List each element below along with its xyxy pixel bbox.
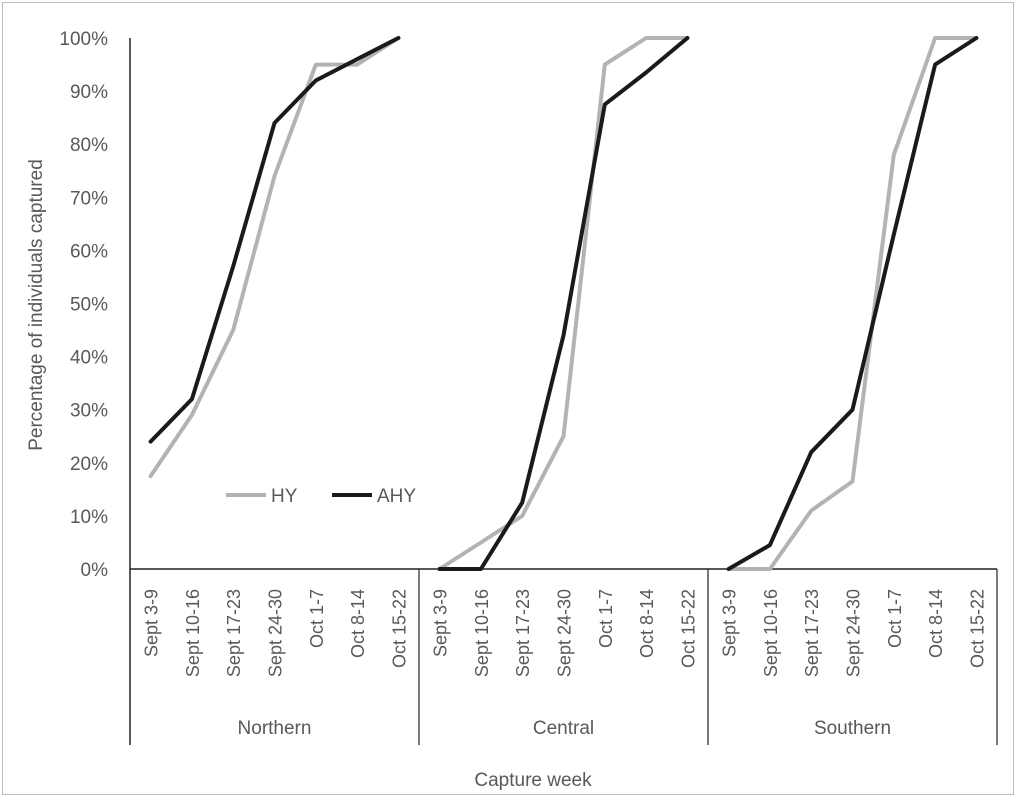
x-tick-label: Oct 1-7 xyxy=(596,589,616,648)
x-tick-label: Oct 1-7 xyxy=(307,589,327,648)
group-label: Central xyxy=(533,718,594,739)
y-tick-label: 30% xyxy=(70,401,108,422)
y-tick-label: 70% xyxy=(70,188,108,209)
x-tick-label: Sept 10-16 xyxy=(761,589,781,677)
y-tick-label: 40% xyxy=(70,348,108,369)
x-tick-label: Sept 17-23 xyxy=(224,589,244,677)
legend-label: HY xyxy=(271,486,298,507)
y-tick-label: 60% xyxy=(70,241,108,262)
x-tick-label: Sept 17-23 xyxy=(513,589,533,677)
x-tick-label: Oct 15-22 xyxy=(967,589,987,668)
x-tick-label: Oct 8-14 xyxy=(926,589,946,658)
series-layer xyxy=(148,36,979,571)
y-tick-label: 90% xyxy=(70,82,108,103)
x-tick-label: Sept 24-30 xyxy=(266,589,286,677)
x-tick-label: Oct 15-22 xyxy=(389,589,409,668)
series-line-ahy xyxy=(148,36,401,444)
y-tick-label: 80% xyxy=(70,135,108,156)
group-label: Northern xyxy=(238,718,312,739)
axes-layer xyxy=(129,38,998,745)
series-line-hy xyxy=(437,36,690,571)
x-tick-label: Oct 1-7 xyxy=(885,589,905,648)
x-tick-label: Sept 3-9 xyxy=(720,589,740,657)
x-tick-label: Sept 10-16 xyxy=(183,589,203,677)
x-tick-label: Oct 8-14 xyxy=(637,589,657,658)
legend-label: AHY xyxy=(377,486,416,507)
x-tick-label: Sept 10-16 xyxy=(472,589,492,677)
x-tick-label: Sept 17-23 xyxy=(802,589,822,677)
y-tick-label: 100% xyxy=(59,29,108,50)
x-tick-label: Sept 3-9 xyxy=(142,589,162,657)
x-axis-title: Capture week xyxy=(474,770,592,791)
x-tick-label: Oct 15-22 xyxy=(678,589,698,668)
legend: HY AHY xyxy=(226,486,416,507)
labels-layer: 0% 10% 20% 30% 40% 50% 60% 70% 80% 90% 100% Sept 3-… xyxy=(59,29,987,739)
y-tick-label: 20% xyxy=(70,454,108,475)
series-line-hy xyxy=(726,36,979,571)
series-line-hy xyxy=(148,36,401,479)
y-axis-title: Percentage of individuals captured xyxy=(26,159,47,451)
group-label: Southern xyxy=(814,718,891,739)
x-tick-label: Sept 24-30 xyxy=(555,589,575,677)
x-tick-label: Sept 3-9 xyxy=(431,589,451,657)
y-tick-label: 0% xyxy=(81,560,109,581)
series-line-ahy xyxy=(437,36,690,571)
series-line-ahy xyxy=(726,36,979,571)
x-tick-label: Sept 24-30 xyxy=(844,589,864,677)
x-tick-label: Oct 8-14 xyxy=(348,589,368,658)
y-tick-label: 50% xyxy=(70,295,108,316)
y-tick-label: 10% xyxy=(70,507,108,528)
